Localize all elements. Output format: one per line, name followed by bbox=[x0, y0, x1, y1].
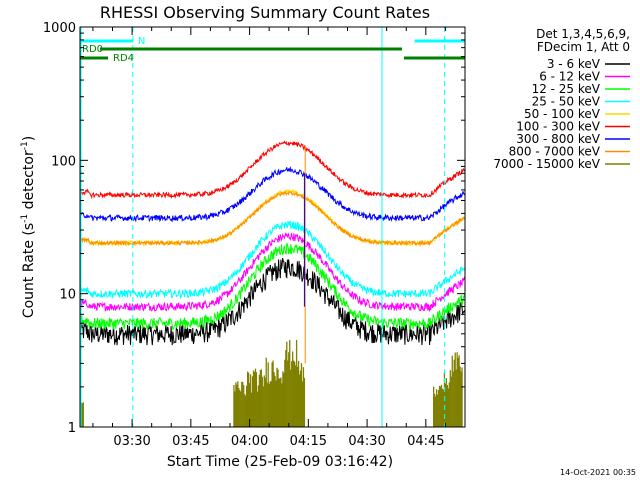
legend-header-line2: FDecim 1, Att 0 bbox=[537, 40, 630, 54]
chart-title: RHESSI Observing Summary Count Rates bbox=[100, 3, 430, 22]
series-line-2 bbox=[80, 242, 465, 330]
flag-rd4-label: RD4 bbox=[113, 53, 134, 64]
series-line-0 bbox=[80, 258, 465, 346]
timestamp: 14-Oct-2021 00:35 bbox=[560, 468, 636, 477]
y-tick-label: 1000 bbox=[43, 21, 76, 36]
series-line-7 bbox=[80, 190, 465, 247]
legend-label: 12 - 25 keV bbox=[532, 82, 601, 96]
plot-area: N RD0 RD4 bbox=[80, 27, 465, 427]
x-tick-label: 04:15 bbox=[290, 434, 327, 449]
series-line-5 bbox=[80, 140, 465, 200]
flag-n-label: N bbox=[138, 36, 145, 47]
x-axis: 03:30 03:45 04:00 04:15 04:30 04:45 bbox=[92, 27, 466, 449]
legend-label: 25 - 50 keV bbox=[532, 95, 601, 109]
orbit-markers bbox=[80, 27, 446, 427]
legend-label: 800 - 7000 keV bbox=[509, 145, 601, 159]
legend-label: 7000 - 15000 keV bbox=[493, 157, 600, 171]
y-axis: 1 10 100 1000 bbox=[43, 21, 465, 436]
series-line-1 bbox=[80, 232, 465, 313]
series-layer bbox=[80, 140, 465, 427]
x-tick-label: 03:45 bbox=[172, 434, 209, 449]
flag-rd0-label: RD0 bbox=[82, 44, 103, 55]
legend-label: 100 - 300 keV bbox=[516, 120, 600, 134]
series-line-3 bbox=[80, 220, 465, 300]
x-axis-label: Start Time (25-Feb-09 03:16:42) bbox=[167, 454, 393, 470]
x-tick-label: 04:00 bbox=[231, 434, 268, 449]
x-tick-label: 04:30 bbox=[348, 434, 385, 449]
plot-frame bbox=[79, 26, 466, 428]
x-tick-label: 03:30 bbox=[113, 434, 150, 449]
flag-bars: N RD0 RD4 bbox=[80, 36, 465, 64]
legend-header-line1: Det 1,3,4,5,6,9, bbox=[536, 27, 630, 41]
legend-label: 50 - 100 keV bbox=[524, 107, 601, 121]
y-tick-label: 100 bbox=[51, 154, 76, 169]
y-axis-label: Count Rate (s-1 detector-1) bbox=[20, 136, 37, 318]
y-tick-label: 1 bbox=[68, 421, 76, 436]
x-tick-label: 04:45 bbox=[407, 434, 444, 449]
legend-label: 3 - 6 keV bbox=[547, 57, 601, 71]
legend-label: 300 - 800 keV bbox=[516, 132, 600, 146]
series-line-6 bbox=[80, 166, 465, 223]
legend-label: 6 - 12 keV bbox=[539, 70, 601, 84]
y-tick-label: 10 bbox=[59, 288, 76, 303]
